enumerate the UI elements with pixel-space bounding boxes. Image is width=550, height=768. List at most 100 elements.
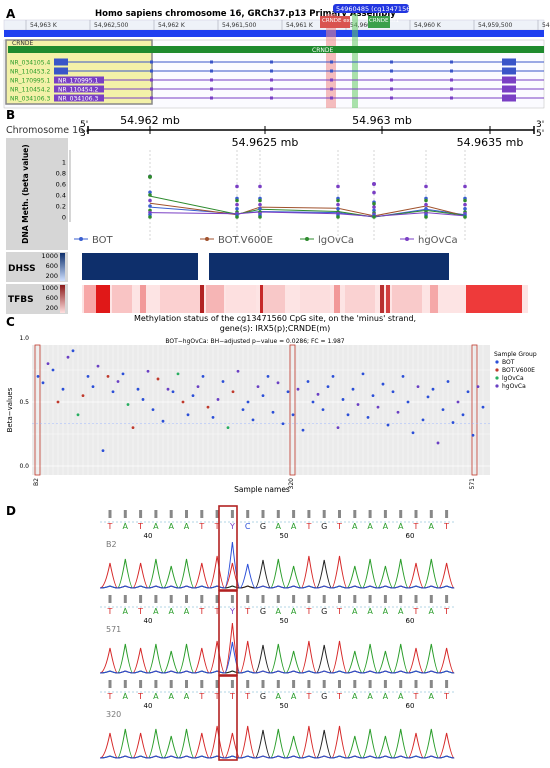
transcript-mini-exon xyxy=(150,87,153,91)
meth-dot xyxy=(148,215,152,219)
c-point xyxy=(411,431,415,435)
c-point xyxy=(81,394,85,397)
base-call: A xyxy=(168,692,174,701)
crnde-main-label: CRNDE xyxy=(312,47,333,54)
base-call: A xyxy=(352,607,358,616)
c-point xyxy=(276,381,280,385)
position-tick: 50 xyxy=(280,532,289,540)
base-call: T xyxy=(198,692,204,701)
dhss-colorbar xyxy=(60,253,65,281)
transcript-mini-exon xyxy=(330,78,333,82)
panel-b-letter: B xyxy=(6,108,15,122)
c-point xyxy=(341,398,345,401)
quality-bar xyxy=(368,680,372,688)
base-call: A xyxy=(367,607,373,616)
base-call: A xyxy=(153,692,159,701)
position-tick: 60 xyxy=(406,617,415,625)
base-call: A xyxy=(383,522,389,531)
transcript-mini-exon xyxy=(330,87,333,91)
quality-bar xyxy=(230,595,234,603)
quality-bar xyxy=(322,510,326,518)
quality-bar xyxy=(353,680,357,688)
c-point xyxy=(476,385,480,389)
c-point xyxy=(471,433,475,437)
chromatogram-peak xyxy=(99,558,455,589)
c-point xyxy=(351,387,355,391)
base-call: T xyxy=(336,692,342,701)
c-point xyxy=(356,403,360,406)
quality-bar xyxy=(139,595,143,603)
base-call: T xyxy=(413,607,419,616)
position-tick: 40 xyxy=(144,617,153,625)
quality-bar xyxy=(383,595,387,603)
tfbs-band xyxy=(345,285,375,313)
c-point xyxy=(396,410,400,414)
base-call: A xyxy=(168,607,174,616)
quality-bar xyxy=(353,510,357,518)
transcript-mini-exon xyxy=(390,87,393,91)
c-ytick: 0.0 xyxy=(19,463,29,470)
c-point xyxy=(461,413,465,417)
c-point xyxy=(96,364,100,368)
c-point xyxy=(236,369,240,373)
meth-dot xyxy=(424,184,428,189)
quality-bar xyxy=(429,595,433,603)
transcript-label: NR_110453.2 xyxy=(10,69,50,76)
panel-b: B Chromosome 16 5' 3' 3' 5' 54.962 mb 54… xyxy=(6,108,544,314)
c-point xyxy=(361,372,365,376)
c-legend-label: BOT.V600E xyxy=(502,367,535,374)
base-call: T xyxy=(137,692,143,701)
tfbs-colorbar xyxy=(60,285,65,313)
meth-dot xyxy=(372,202,376,206)
crnde-ex1-label: CRNDE ex1 xyxy=(322,18,353,24)
quality-bar xyxy=(414,680,418,688)
quality-bar xyxy=(154,595,158,603)
base-call: T xyxy=(214,692,220,701)
meth-legend-dot xyxy=(405,237,409,241)
panel-a-title: Homo sapiens chromosome 16, GRCh37.p13 P… xyxy=(95,9,396,19)
transcript-mid-label: NR_034106.3 xyxy=(58,96,98,103)
scale-label-54962: 54.962 mb xyxy=(120,114,180,127)
position-tick: 50 xyxy=(280,702,289,710)
base-call: A xyxy=(383,607,389,616)
tfbs-band xyxy=(140,285,146,313)
quality-bar xyxy=(307,595,311,603)
base-call: T xyxy=(305,692,311,701)
c-point xyxy=(201,375,205,378)
quality-bar xyxy=(230,510,234,518)
c-point xyxy=(246,400,250,404)
panel-a: A Homo sapiens chromosome 16, GRCh37.p13… xyxy=(3,4,550,109)
base-call: A xyxy=(276,692,282,701)
c-point xyxy=(116,380,120,383)
c-point xyxy=(296,387,300,391)
quality-bar xyxy=(383,680,387,688)
base-call: A xyxy=(429,607,435,616)
transcript-exon xyxy=(502,76,516,84)
c-point xyxy=(421,418,425,422)
c-point xyxy=(121,372,125,376)
crnde-m1-label: CRNDE m1 xyxy=(369,18,399,24)
tfbs-band xyxy=(84,285,98,313)
quality-bar xyxy=(429,680,433,688)
base-call: A xyxy=(123,522,129,531)
dhss-ticks: 1000 600 200 xyxy=(41,252,58,280)
c-point xyxy=(451,421,455,424)
dhss-tick: 1000 xyxy=(41,252,58,260)
meth-dot xyxy=(148,204,152,208)
meth-dot xyxy=(258,215,262,219)
scale-label-549625: 54.9625 mb xyxy=(232,136,299,149)
base-call: T xyxy=(305,607,311,616)
panel-c-points xyxy=(36,349,485,453)
c-point xyxy=(386,423,390,427)
chromatogram-peak xyxy=(99,728,455,759)
c-point xyxy=(336,426,340,429)
c-point xyxy=(176,372,180,376)
base-call: A xyxy=(367,692,373,701)
base-call: T xyxy=(198,607,204,616)
base-call: T xyxy=(137,607,143,616)
tfbs-band xyxy=(300,285,330,313)
